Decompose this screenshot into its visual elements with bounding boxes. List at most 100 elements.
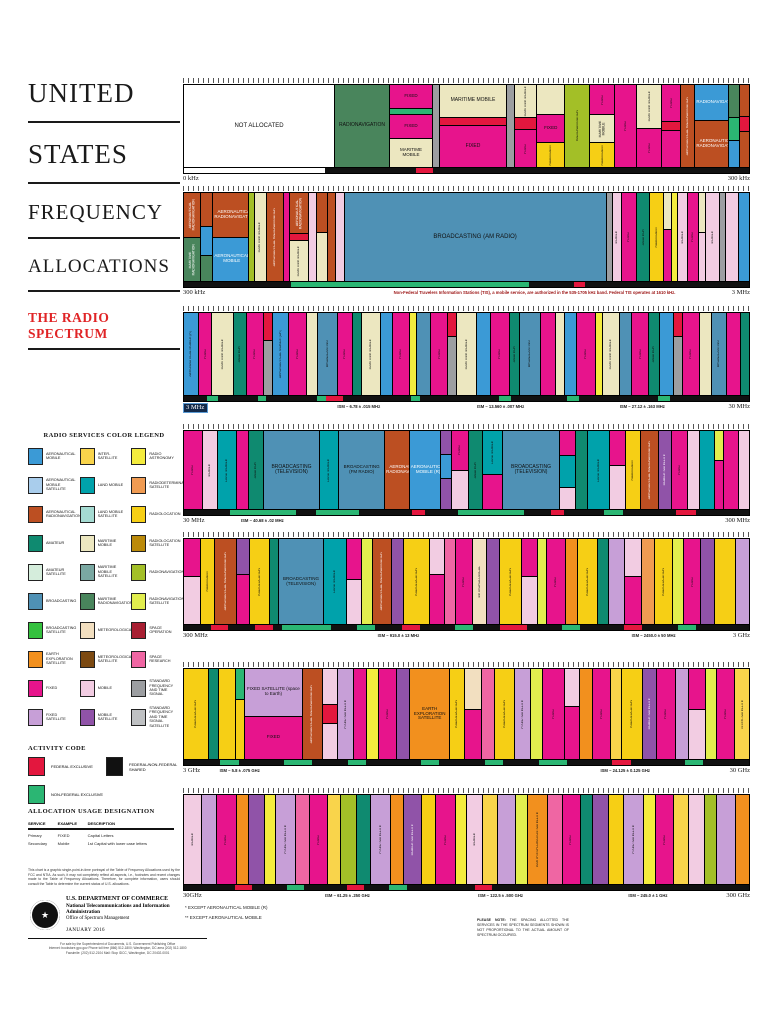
activity-bar-segment — [502, 760, 540, 765]
allocation-block — [724, 431, 739, 509]
allocation-block: RADIOLOCATION — [450, 669, 465, 759]
allocation-block — [673, 539, 684, 624]
legend-item: MOBILE — [79, 677, 129, 699]
allocation-block: FIXED — [590, 85, 615, 115]
activity-bar-segment — [439, 760, 485, 765]
allocation-block: FIXED — [684, 539, 701, 624]
allocation-block — [201, 256, 213, 281]
allocation-column: MARITIME MOBILE — [603, 313, 620, 395]
allocation-column: FIXED Radiolocation — [537, 85, 565, 168]
legend-item: RADIOLOCATION — [131, 503, 181, 525]
allocation-block: FIXED — [657, 669, 675, 759]
allocation-column: FIXED — [622, 193, 636, 281]
allocation-row: RADIOLOCATION FIXED SATELLITE (space to E… — [183, 668, 750, 760]
allocation-column: FIXED — [456, 539, 473, 624]
band-right-frequency: 30 MHz — [728, 403, 750, 410]
band-caption: 30 MHz 300 MHz ISM – 40.68 ± .02 MHz — [183, 517, 750, 528]
allocation-block: INTER-SATELLITE — [735, 669, 750, 759]
activity-bar-segment — [206, 396, 219, 401]
legend-swatch-sfs — [131, 708, 147, 726]
activity-bar-segment — [286, 885, 304, 890]
allocation-block — [699, 313, 711, 395]
legend-swatch-rds — [131, 476, 147, 494]
allocation-row: FIXED MOBILE LAND MOBILE AMATEUR BROADCASTIN… — [183, 430, 750, 510]
publication-date: JANUARY 2016 — [66, 928, 105, 933]
allocation-block — [283, 193, 289, 281]
allocation-column — [643, 795, 656, 884]
usage-header: EXAMPLE — [57, 820, 88, 830]
allocation-label: FIXED — [224, 834, 228, 845]
allocation-block — [717, 795, 735, 884]
legend-item: SPACE RESEARCH — [131, 648, 180, 670]
allocation-block: FIXED SATELLITE (space to Earth) — [245, 669, 302, 716]
allocation-block — [235, 699, 245, 759]
allocation-block — [729, 85, 739, 117]
legend-swatch-ees — [28, 650, 43, 668]
allocation-column: FIXED — [656, 795, 674, 884]
allocation-block: AERONAUTICAL RADIONAVIGATION — [640, 431, 658, 509]
legend-label: LAND MOBILE SATELLITE — [97, 509, 124, 518]
activity-bar-segment — [685, 760, 704, 765]
activity-bar-segment — [284, 760, 312, 765]
allocation-column — [700, 431, 715, 509]
allocation-block — [429, 539, 445, 574]
legend-item: RADIOLOCATION SATELLITE — [131, 532, 181, 554]
allocation-block: RADIOLOCATION — [622, 669, 642, 759]
allocation-column: MOBILE SATELLITE — [403, 795, 422, 884]
allocation-label: METEOROLOGICAL — [478, 565, 482, 598]
activity-bar-segment — [563, 510, 604, 515]
allocation-column: MARITIME MOBILE — [457, 313, 477, 395]
allocation-block: FIXED SATELLITE — [623, 795, 643, 884]
allocation-block — [237, 574, 249, 624]
allocation-column: Radiolocation — [626, 431, 640, 509]
allocation-block: FIXED — [592, 669, 611, 759]
allocation-column: FIXED SATELLITE — [275, 795, 295, 884]
legend-column-3: RADIO ASTRONOMY RADIODETERMINATION SATELL… — [131, 445, 193, 735]
allocation-block: Radiolocation — [650, 193, 663, 281]
activity-bar — [183, 760, 750, 766]
allocation-label: FIXED SATELLITE — [379, 825, 383, 854]
allocation-column: FIXED — [682, 313, 699, 395]
ism-annotation: ISM – 245.0 ± 1 GHz — [628, 893, 668, 898]
allocation-label: RADIONAVIGATION — [696, 99, 728, 105]
legend-label: LAND MOBILE — [97, 482, 124, 487]
allocation-column — [497, 795, 515, 884]
allocation-block: AERONAUTICAL MOBILE (OR) — [273, 313, 288, 395]
allocation-column — [362, 539, 372, 624]
allocation-column — [248, 193, 254, 281]
allocation-label: BROADCASTING (TELEVISION) — [511, 463, 552, 475]
legend-swatch-bc — [28, 592, 43, 610]
allocation-column — [201, 193, 213, 281]
activity-bar-segment — [348, 760, 367, 765]
allocation-label: RADIOLOCATION — [508, 567, 512, 596]
allocation-label: FIXED — [343, 349, 347, 359]
allocation-block — [236, 795, 248, 884]
allocation-block: RADIOLOCATION — [494, 669, 514, 759]
activity-bar-segment — [484, 760, 503, 765]
legend-item: MARITIME MOBILE SATELLITE — [79, 561, 129, 583]
usage-cell: Secondary — [28, 841, 48, 846]
activity-bar-segment — [228, 625, 256, 630]
footnote: * EXCEPT AERONAUTICAL MOBILE (R) — [185, 905, 268, 910]
allocation-block: AERONAUTICAL RADIONAVIGATION — [215, 539, 237, 624]
allocation-column — [739, 431, 749, 509]
allocation-block — [740, 117, 749, 132]
allocation-block — [465, 709, 481, 759]
allocation-block: MARITIME MOBILE — [254, 193, 266, 281]
legend-swatch-mms — [79, 563, 95, 581]
activity-bar-segment — [550, 510, 564, 515]
allocation-label: MOBILE — [615, 230, 619, 244]
allocation-column: BROADCASTING — [711, 313, 727, 395]
allocation-label: FIXED — [600, 94, 604, 105]
allocation-column — [593, 795, 609, 884]
allocation-block — [725, 193, 739, 281]
allocation-block — [735, 795, 749, 884]
allocation-block — [715, 460, 724, 509]
rule — [28, 237, 180, 239]
legend-item: RADIO ASTRONOMY — [131, 445, 180, 467]
allocation-row: NOT ALLOCATED RADIONAVIGATION FIXED FIXED MA… — [183, 84, 750, 168]
allocation-block — [575, 431, 588, 509]
allocation-block: LAND MOBILE — [324, 539, 346, 624]
activity-bar-segment — [255, 625, 273, 630]
legend-item: AMATEUR SATELLITE — [28, 561, 77, 583]
